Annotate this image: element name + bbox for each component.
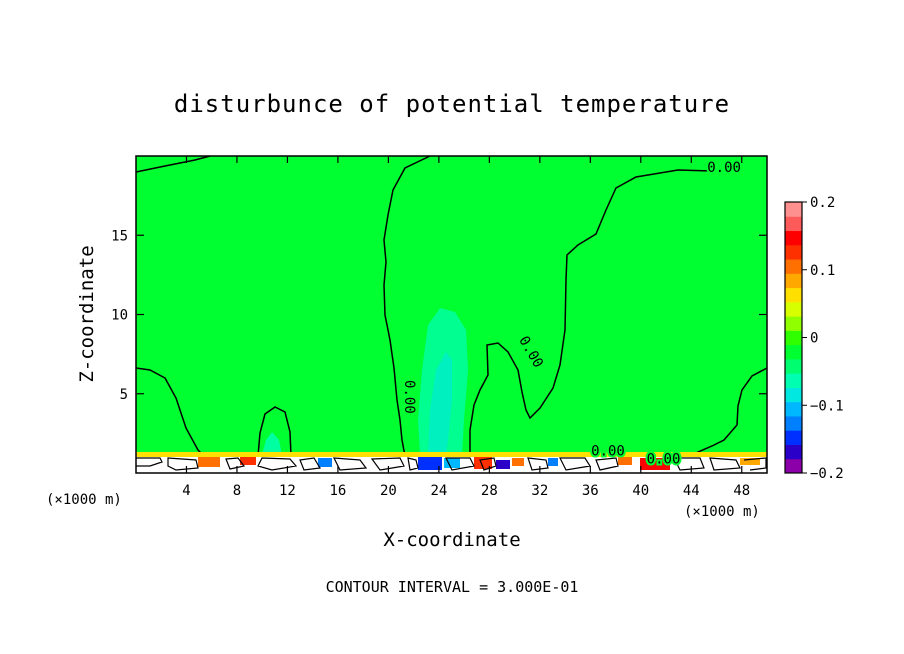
colorbar-band [785, 387, 802, 403]
colorbar-band [785, 373, 802, 388]
y-tick-label: 15 [111, 228, 128, 244]
x-tick-label: 44 [683, 483, 700, 499]
colorbar-band [785, 287, 802, 303]
contour-label: 0.00 [401, 380, 417, 414]
contour-label-halo: 0.00 [591, 444, 625, 460]
negative-bubble [262, 432, 282, 455]
contour-label: 0.00 [707, 160, 741, 176]
y-tick-label: 10 [111, 308, 128, 324]
x-tick-label: 36 [582, 483, 599, 499]
colorbar-tick-label: −0.2 [810, 466, 844, 482]
colorbar-band [785, 316, 802, 331]
colorbar-band [785, 230, 802, 246]
contour-label: 0.00 [647, 451, 681, 467]
contour-left-lobe [135, 367, 207, 459]
y-axis: 5 10 15 [111, 228, 767, 403]
x-axis-label: X-coordinate [383, 529, 520, 551]
colorbar-band [785, 301, 802, 317]
x-tick-label: 32 [531, 483, 548, 499]
colorbar-band [785, 330, 802, 346]
x-tick-label: 8 [233, 483, 241, 499]
colorbar-tick-label: −0.1 [810, 398, 844, 414]
colorbar-tick-label: 0.2 [810, 195, 835, 211]
colorbar-tick-label: 0 [810, 331, 818, 347]
colorbar-band [785, 244, 802, 260]
x-axis: 4 8 12 16 20 24 28 32 36 40 44 48 [182, 156, 750, 499]
colorbar-band [785, 415, 802, 431]
x-tick-label: 12 [279, 483, 296, 499]
colorbar-ticks: 0.2 0.1 0 −0.1 −0.2 [802, 195, 844, 482]
colorbar-band [785, 358, 802, 374]
contour-top-left [135, 155, 211, 173]
colorbar-band [785, 430, 802, 445]
colorbar-band [785, 202, 802, 217]
x-tick-label: 48 [733, 483, 750, 499]
contour-central-plume [383, 155, 713, 457]
colorbar-band [785, 458, 802, 474]
contour-label-halo: 0.00 [401, 380, 417, 414]
colorbar-band [785, 401, 802, 417]
colorbar [784, 201, 803, 474]
contour-labels: 0.000.000.000.000.000.000.000.00 0.000.00 [399, 158, 743, 470]
negative-core [428, 352, 452, 455]
contour-label-halo: 0.00 [647, 451, 681, 467]
x-tick-label: 4 [182, 483, 190, 499]
contour-interval-note: CONTOUR INTERVAL = 3.000E-01 [326, 578, 579, 596]
colorbar-band [785, 344, 802, 360]
y-tick-label: 5 [120, 387, 128, 403]
x-tick-label: 16 [329, 483, 346, 499]
colorbar-band [785, 259, 802, 274]
x-tick-label: 40 [632, 483, 649, 499]
x-tick-label: 24 [430, 483, 447, 499]
x-tick-label: 28 [481, 483, 498, 499]
chart-title: disturbunce of potential temperature [174, 90, 730, 118]
x-unit-right: (×1000 m) [684, 504, 760, 520]
colorbar-tick-label: 0.1 [810, 263, 835, 279]
x-tick-label: 20 [380, 483, 397, 499]
contour-label-halo: 0.00 [707, 160, 741, 176]
colorbar-band [785, 216, 802, 232]
plot-area: 0.000.000.000.000.000.000.000.00 0.000.00 [135, 155, 768, 474]
colorbar-band [785, 444, 802, 460]
contour-right-lobe [689, 367, 768, 458]
colorbar-band [785, 273, 802, 289]
contour-small-bubble [257, 406, 292, 457]
contour-label: 0.00 [591, 444, 625, 460]
y-axis-label: Z-coordinate [76, 245, 98, 382]
surface-layer [136, 452, 767, 473]
x-unit-left: (×1000 m) [46, 492, 122, 508]
